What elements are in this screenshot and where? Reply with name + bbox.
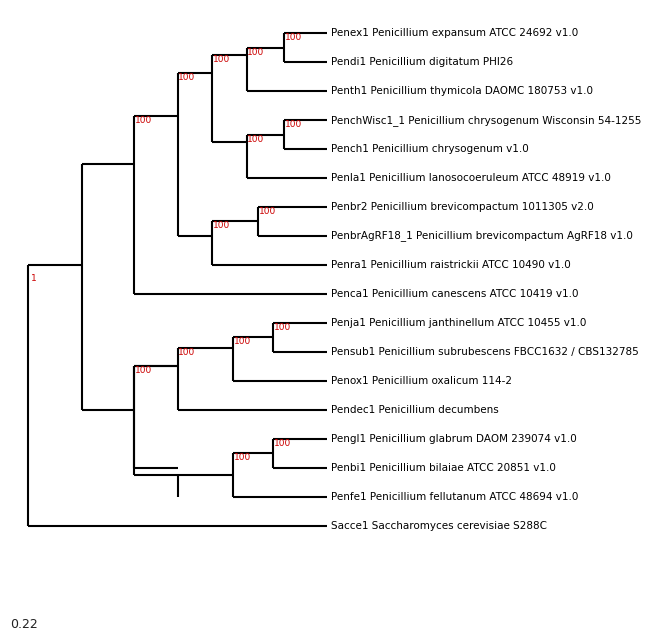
Text: 100: 100 xyxy=(135,116,152,126)
Text: Penbi1 Penicillium bilaiae ATCC 20851 v1.0: Penbi1 Penicillium bilaiae ATCC 20851 v1… xyxy=(331,463,556,473)
Text: Pench1 Penicillium chrysogenum v1.0: Pench1 Penicillium chrysogenum v1.0 xyxy=(331,144,529,154)
Text: 100: 100 xyxy=(284,120,302,129)
Text: 100: 100 xyxy=(178,73,196,82)
Text: Penra1 Penicillium raistrickii ATCC 10490 v1.0: Penra1 Penicillium raistrickii ATCC 1049… xyxy=(331,260,571,270)
Text: Penla1 Penicillium lanosocoeruleum ATCC 48919 v1.0: Penla1 Penicillium lanosocoeruleum ATCC … xyxy=(331,173,611,183)
Text: 100: 100 xyxy=(234,337,251,347)
Text: 100: 100 xyxy=(234,453,251,462)
Text: Penfe1 Penicillium fellutanum ATCC 48694 v1.0: Penfe1 Penicillium fellutanum ATCC 48694… xyxy=(331,492,578,502)
Text: Pendi1 Penicillium digitatum PHI26: Pendi1 Penicillium digitatum PHI26 xyxy=(331,57,513,67)
Text: Sacce1 Saccharomyces cerevisiae S288C: Sacce1 Saccharomyces cerevisiae S288C xyxy=(331,521,547,531)
Text: Penox1 Penicillium oxalicum 114-2: Penox1 Penicillium oxalicum 114-2 xyxy=(331,376,512,386)
Text: Penex1 Penicillium expansum ATCC 24692 v1.0: Penex1 Penicillium expansum ATCC 24692 v… xyxy=(331,28,578,38)
Text: 100: 100 xyxy=(213,55,230,64)
Text: PenchWisc1_1 Penicillium chrysogenum Wisconsin 54-1255: PenchWisc1_1 Penicillium chrysogenum Wis… xyxy=(331,114,641,126)
Text: 100: 100 xyxy=(247,134,264,144)
Text: 100: 100 xyxy=(259,207,277,216)
Text: PenbrAgRF18_1 Penicillium brevicompactum AgRF18 v1.0: PenbrAgRF18_1 Penicillium brevicompactum… xyxy=(331,230,633,241)
Text: 0.22: 0.22 xyxy=(10,619,38,628)
Text: 100: 100 xyxy=(135,366,152,376)
Text: Penja1 Penicillium janthinellum ATCC 10455 v1.0: Penja1 Penicillium janthinellum ATCC 104… xyxy=(331,318,586,328)
Text: Pendec1 Penicillium decumbens: Pendec1 Penicillium decumbens xyxy=(331,405,499,415)
Text: Penca1 Penicillium canescens ATCC 10419 v1.0: Penca1 Penicillium canescens ATCC 10419 … xyxy=(331,289,578,299)
Text: 100: 100 xyxy=(213,222,230,230)
Text: Pensub1 Penicillium subrubescens FBCC1632 / CBS132785: Pensub1 Penicillium subrubescens FBCC163… xyxy=(331,347,639,357)
Text: 100: 100 xyxy=(274,323,291,332)
Text: 100: 100 xyxy=(284,33,302,42)
Text: Penbr2 Penicillium brevicompactum 1011305 v2.0: Penbr2 Penicillium brevicompactum 101130… xyxy=(331,202,594,212)
Text: Pengl1 Penicillium glabrum DAOM 239074 v1.0: Pengl1 Penicillium glabrum DAOM 239074 v… xyxy=(331,434,577,444)
Text: 100: 100 xyxy=(247,48,264,57)
Text: 1: 1 xyxy=(31,274,37,283)
Text: 100: 100 xyxy=(178,349,196,357)
Text: 100: 100 xyxy=(274,439,291,448)
Text: Penth1 Penicillium thymicola DAOMC 180753 v1.0: Penth1 Penicillium thymicola DAOMC 18075… xyxy=(331,86,593,96)
